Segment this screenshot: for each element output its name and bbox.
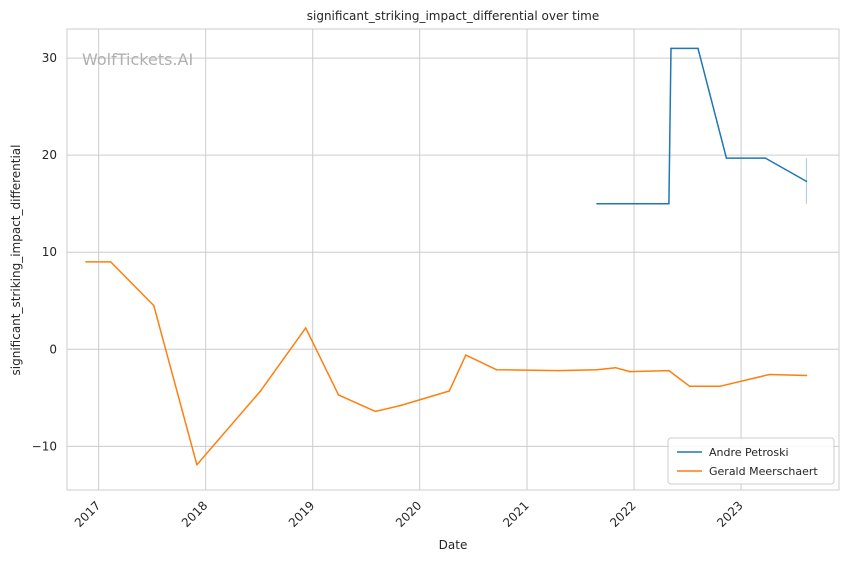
data-point-gerald-meerschaert [399, 404, 401, 407]
y-tick-label: −10 [32, 439, 57, 453]
data-point-gerald-meerschaert [768, 373, 771, 376]
legend-label-gerald-meerschaert: Gerald Meerschaert [709, 465, 818, 478]
data-point-andre-petroski [596, 202, 598, 205]
x-tick-label: 2022 [607, 498, 638, 529]
data-point-gerald-meerschaert [196, 463, 198, 466]
y-tick-label: 0 [49, 342, 57, 356]
watermark: WolfTickets.AI [82, 50, 193, 69]
x-tick-label: 2018 [179, 498, 210, 529]
x-tick-label: 2020 [393, 498, 424, 529]
data-point-andre-petroski [670, 47, 672, 50]
y-tick-labels: 30 20 10 0 −10 [32, 51, 57, 453]
data-point-andre-petroski [764, 157, 767, 159]
data-point-gerald-meerschaert [495, 368, 498, 371]
data-point-gerald-meerschaert [337, 394, 340, 396]
chart-title: significant_striking_impact_differential… [307, 9, 599, 23]
grid [67, 29, 839, 490]
y-tick-label: 10 [42, 245, 57, 259]
legend-label-andre-petroski: Andre Petroski [709, 446, 789, 459]
data-point-gerald-meerschaert [448, 390, 451, 392]
plot-area-frame [66, 28, 840, 491]
x-axis-label: Date [439, 538, 468, 552]
y-tick-label: 30 [42, 51, 57, 65]
x-tick-label: 2021 [500, 498, 531, 529]
data-point-andre-petroski [697, 47, 699, 50]
data-point-andre-petroski [668, 202, 670, 205]
data-point-gerald-meerschaert [719, 385, 722, 387]
legend-box [667, 437, 835, 485]
data-point-gerald-meerschaert [557, 369, 559, 372]
legend: Andre Petroski Gerald Meerschaert [667, 437, 835, 485]
data-point-gerald-meerschaert [668, 369, 670, 372]
series-line-gerald-meerschaert [86, 261, 807, 466]
data-point-gerald-meerschaert [805, 374, 808, 377]
y-axis-label: significant_striking_impact_differential [9, 145, 23, 376]
data-point-gerald-meerschaert [629, 370, 631, 373]
data-point-gerald-meerschaert [596, 368, 598, 371]
data-point-gerald-meerschaert [85, 261, 87, 263]
data-point-gerald-meerschaert [152, 304, 155, 307]
data-point-gerald-meerschaert [688, 385, 691, 387]
data-point-gerald-meerschaert [259, 390, 262, 392]
data-point-gerald-meerschaert [614, 366, 617, 369]
x-tick-label: 2019 [286, 498, 317, 529]
series [85, 47, 808, 466]
data-point-andre-petroski [805, 180, 808, 183]
data-point-gerald-meerschaert [464, 354, 467, 356]
x-tick-label: 2017 [72, 498, 103, 529]
x-tick-labels: 2017 2018 2019 2020 2021 2022 2023 [72, 498, 746, 529]
y-tick-label: 20 [42, 148, 57, 162]
series-line-andre-petroski [597, 47, 807, 205]
data-point-gerald-meerschaert [304, 327, 307, 329]
x-tick-label: 2023 [714, 498, 745, 529]
data-point-gerald-meerschaert [109, 261, 112, 263]
data-point-andre-petroski [725, 157, 728, 159]
data-point-gerald-meerschaert [374, 410, 377, 413]
